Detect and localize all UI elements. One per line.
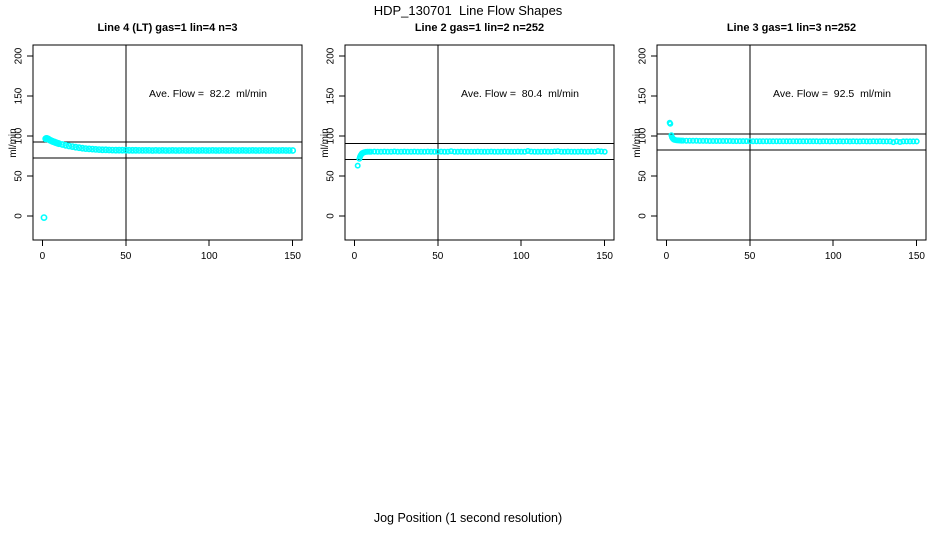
- svg-text:150: 150: [908, 251, 925, 262]
- panel-title: Line 2 gas=1 lin=2 n=252: [414, 22, 545, 34]
- svg-text:50: 50: [432, 251, 444, 262]
- ave-flow-annotation: Ave. Flow = 80.4 ml/min: [461, 88, 579, 100]
- svg-text:50: 50: [120, 251, 132, 262]
- svg-text:100: 100: [201, 251, 218, 262]
- svg-text:50: 50: [326, 170, 337, 182]
- panel-line-3: Line 3 gas=1 lin=3 n=252 ml/min Ave. Flo…: [624, 0, 936, 280]
- svg-text:0: 0: [326, 213, 337, 219]
- ave-flow-annotation: Ave. Flow = 82.2 ml/min: [149, 88, 267, 100]
- plot-canvas: 0 50 100 150 200 0 50 100 150: [638, 44, 927, 262]
- svg-text:0: 0: [638, 213, 649, 219]
- svg-text:100: 100: [513, 251, 530, 262]
- svg-text:150: 150: [638, 87, 649, 104]
- svg-text:150: 150: [284, 251, 301, 262]
- plot-canvas: 0 50 100 150 200 0 50 100 150: [14, 44, 303, 262]
- svg-text:150: 150: [14, 87, 25, 104]
- svg-text:200: 200: [638, 47, 649, 64]
- svg-text:0: 0: [14, 213, 25, 219]
- svg-text:50: 50: [14, 170, 25, 182]
- panel-title: Line 3 gas=1 lin=3 n=252: [726, 22, 857, 34]
- svg-text:100: 100: [326, 127, 337, 144]
- svg-text:100: 100: [638, 127, 649, 144]
- main-title: HDP_130701 Line Flow Shapes: [373, 3, 563, 18]
- svg-text:150: 150: [596, 251, 613, 262]
- svg-text:50: 50: [638, 170, 649, 182]
- svg-text:0: 0: [352, 251, 358, 262]
- plot-canvas: 0 50 100 150 200 0 50 100 150: [326, 44, 615, 262]
- panel-title: Line 4 (LT) gas=1 lin=4 n=3: [97, 22, 238, 34]
- x-axis-label: Jog Position (1 second resolution): [373, 511, 563, 525]
- svg-text:0: 0: [664, 251, 670, 262]
- svg-text:0: 0: [40, 251, 46, 262]
- svg-text:50: 50: [744, 251, 756, 262]
- panel-line-4: Line 4 (LT) gas=1 lin=4 n=3 ml/min Ave. …: [0, 0, 312, 280]
- ave-flow-annotation: Ave. Flow = 92.5 ml/min: [773, 88, 891, 100]
- svg-text:100: 100: [14, 127, 25, 144]
- panel-line-2: Line 2 gas=1 lin=2 n=252 ml/min Ave. Flo…: [312, 0, 624, 280]
- svg-text:200: 200: [14, 47, 25, 64]
- svg-text:100: 100: [825, 251, 842, 262]
- svg-text:150: 150: [326, 87, 337, 104]
- svg-text:200: 200: [326, 47, 337, 64]
